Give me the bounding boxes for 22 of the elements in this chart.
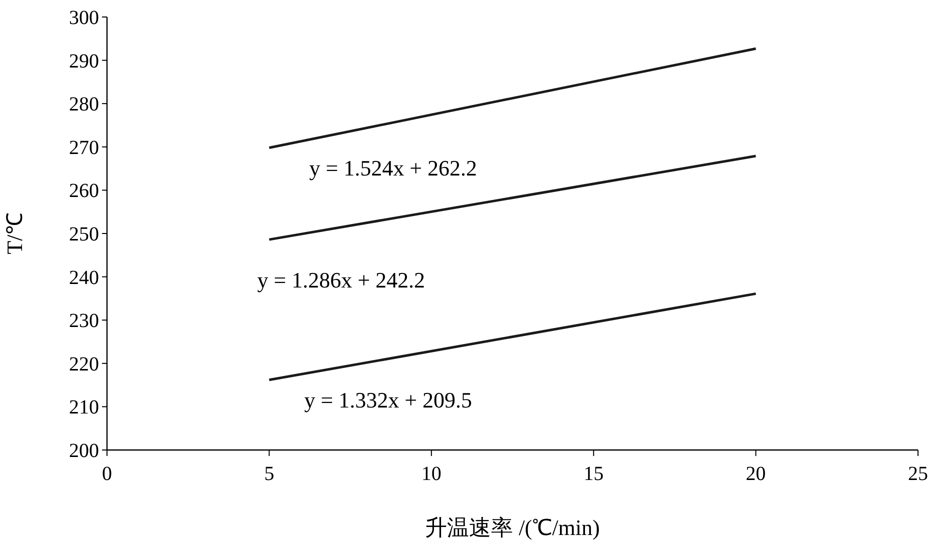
y-axis-title: T/℃ <box>2 212 27 254</box>
y-tick-label: 210 <box>69 396 99 419</box>
y-tick-label: 270 <box>69 136 99 159</box>
annotation: y = 1.524x + 262.2 <box>309 155 478 180</box>
y-tick-label: 280 <box>69 94 99 116</box>
x-tick-label: 25 <box>908 463 928 485</box>
x-tick-label: 5 <box>264 463 274 485</box>
y-tick-label: 300 <box>69 7 99 29</box>
y-tick-label: 290 <box>69 50 99 72</box>
x-tick-label: 20 <box>746 463 766 485</box>
x-tick-label: 0 <box>102 463 112 485</box>
x-tick-label: 10 <box>421 463 442 485</box>
y-tick-label: 220 <box>69 353 99 376</box>
annotation: y = 1.286x + 242.2 <box>257 267 426 292</box>
y-tick-label: 260 <box>69 180 99 202</box>
y-tick-label: 250 <box>69 224 99 246</box>
y-tick-label: 200 <box>69 440 99 462</box>
x-axis-title: 升温速率 /(℃/min) <box>425 515 600 540</box>
y-tick-label: 240 <box>69 266 99 289</box>
y-tick-label: 230 <box>69 310 99 332</box>
x-tick-label: 15 <box>584 463 604 485</box>
annotation: y = 1.332x + 209.5 <box>304 388 472 413</box>
